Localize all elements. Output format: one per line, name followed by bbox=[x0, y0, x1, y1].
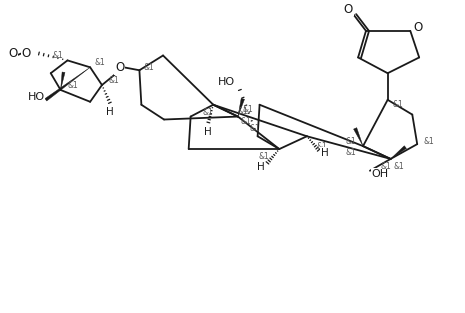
Text: &1: &1 bbox=[94, 58, 106, 67]
Text: O: O bbox=[413, 21, 423, 34]
Text: H: H bbox=[205, 127, 212, 137]
Text: &1: &1 bbox=[393, 162, 404, 171]
Text: &1: &1 bbox=[203, 108, 214, 117]
Text: &1: &1 bbox=[424, 137, 434, 146]
Text: &1: &1 bbox=[249, 124, 260, 133]
Text: H: H bbox=[106, 107, 114, 117]
Polygon shape bbox=[353, 128, 363, 146]
Text: HO: HO bbox=[218, 77, 235, 87]
Text: O: O bbox=[21, 47, 31, 60]
Text: &1: &1 bbox=[67, 80, 78, 90]
Text: H: H bbox=[257, 162, 265, 172]
Text: &1: &1 bbox=[392, 100, 403, 109]
Text: &1: &1 bbox=[144, 63, 155, 72]
Text: H: H bbox=[321, 148, 328, 158]
Text: &1: &1 bbox=[52, 51, 63, 60]
Text: &1: &1 bbox=[380, 162, 391, 171]
Polygon shape bbox=[60, 72, 65, 90]
Text: OH: OH bbox=[371, 169, 388, 179]
Text: &1: &1 bbox=[108, 76, 119, 85]
Text: &1: &1 bbox=[316, 141, 327, 151]
Polygon shape bbox=[238, 98, 245, 116]
Text: O: O bbox=[115, 61, 124, 74]
Text: &1: &1 bbox=[346, 137, 357, 146]
Polygon shape bbox=[391, 146, 406, 159]
Text: O: O bbox=[344, 3, 353, 16]
Text: O: O bbox=[9, 47, 18, 60]
Text: &1: &1 bbox=[258, 152, 269, 162]
Polygon shape bbox=[45, 67, 90, 101]
Text: &1: &1 bbox=[346, 147, 357, 156]
Text: O: O bbox=[7, 48, 16, 61]
Text: &1: &1 bbox=[242, 105, 253, 114]
Text: &1: &1 bbox=[238, 107, 248, 116]
Text: &1: &1 bbox=[240, 117, 251, 126]
Text: HO: HO bbox=[27, 92, 45, 102]
